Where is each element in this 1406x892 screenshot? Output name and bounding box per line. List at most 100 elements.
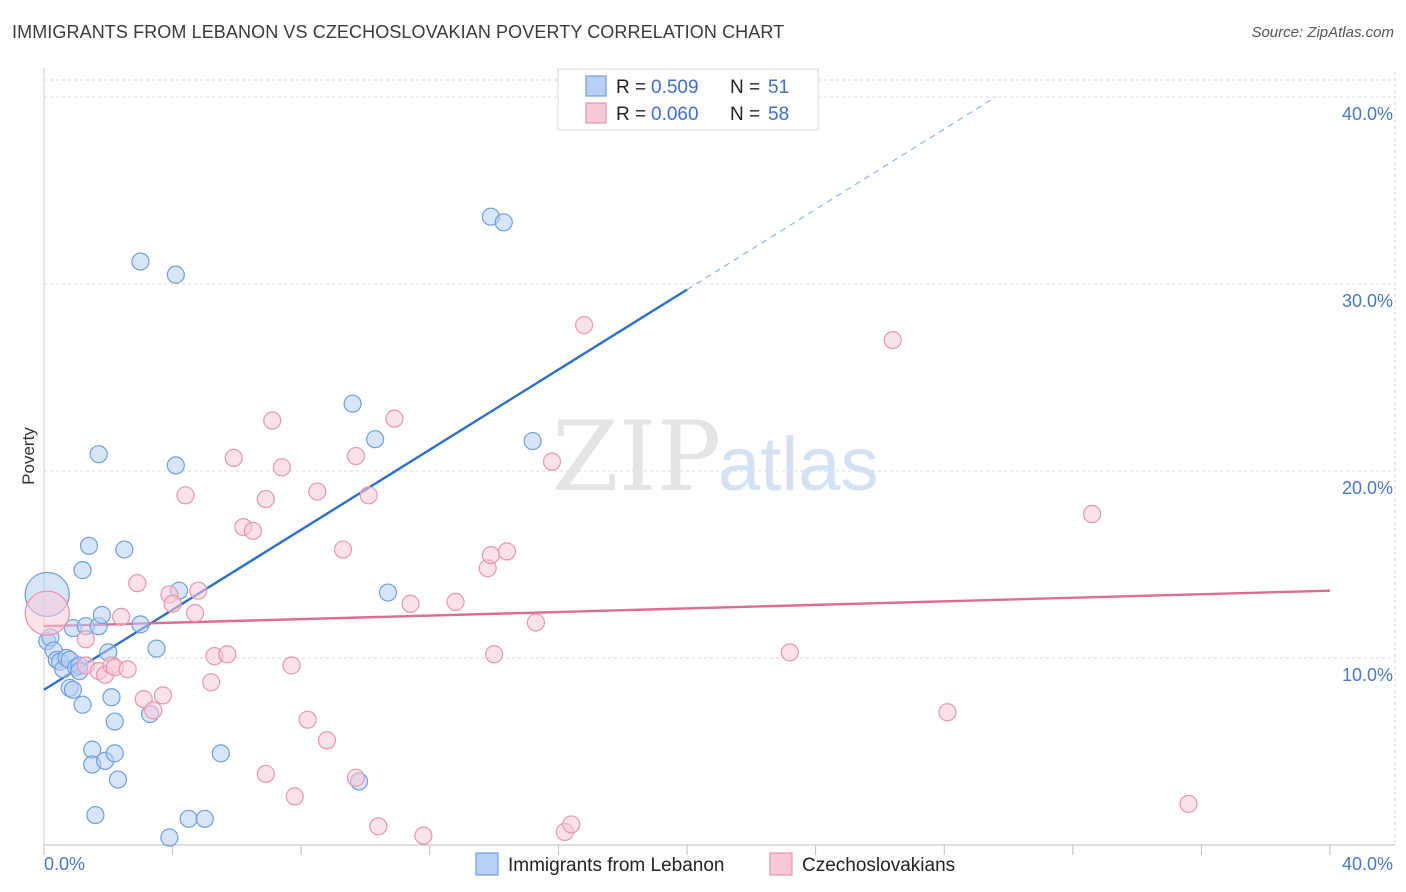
y-tick-label: 20.0% xyxy=(1342,478,1393,498)
czechoslovakian-point xyxy=(446,592,465,612)
lebanon-point xyxy=(211,744,230,763)
czechoslovakian-point xyxy=(285,787,304,806)
lebanon-point xyxy=(86,805,105,825)
czechoslovakian-point xyxy=(163,594,182,613)
lebanon-trend-extension xyxy=(686,96,996,291)
czechoslovakian-point xyxy=(883,331,902,350)
lebanon-point xyxy=(73,561,92,580)
czechoslovakian-point xyxy=(118,660,137,679)
czechoslovakian-point xyxy=(542,452,562,471)
lebanon-point xyxy=(378,583,398,602)
czechoslovakian-point xyxy=(24,590,70,636)
czechoslovakian-point xyxy=(562,815,581,834)
watermark: ZIP atlas xyxy=(552,401,879,513)
legend-r-label: R = xyxy=(616,104,646,125)
legend-swatch xyxy=(585,102,607,124)
czechoslovakian-point xyxy=(485,645,504,664)
lebanon-point xyxy=(108,770,128,789)
trend-lines xyxy=(43,96,1331,691)
czechoslovakian-point xyxy=(333,540,353,559)
czechoslovakian-point xyxy=(189,581,208,600)
czechoslovakian-point xyxy=(282,656,301,675)
lebanon-point xyxy=(147,639,166,658)
czechoslovakian-point xyxy=(153,686,173,705)
x-tick-label: 0.0% xyxy=(44,854,85,874)
legend-r-value: 0.509 xyxy=(651,77,699,98)
legend: R = 0.509 N = 51 R = 0.060 N = 58 xyxy=(557,68,819,131)
czechoslovakian-point xyxy=(218,645,237,664)
czechoslovakian-point xyxy=(256,764,275,784)
czechoslovakian-point xyxy=(317,731,337,750)
lebanon-point xyxy=(131,615,150,634)
lebanon-point xyxy=(89,445,108,464)
x-tick-label: 40.0% xyxy=(1342,854,1393,874)
axes: 10.0% 20.0% 30.0% 40.0% 0.0% 40.0% Poverty xyxy=(19,68,1395,874)
czechoslovakian-point xyxy=(359,486,378,505)
lebanon-point xyxy=(131,252,150,271)
bottom-legend-swatch xyxy=(475,852,499,876)
czechoslovakian-point xyxy=(346,768,365,787)
czechoslovakian-point xyxy=(272,458,292,477)
bottom-legend-label: Immigrants from Lebanon xyxy=(508,855,725,876)
lebanon-point xyxy=(115,540,134,559)
czechoslovakian-point xyxy=(1179,794,1198,813)
legend-swatch xyxy=(585,75,607,97)
czechoslovakian-point xyxy=(414,826,433,845)
bottom-legend-swatch xyxy=(769,852,793,876)
czechoslovakian-point xyxy=(112,607,131,626)
lebanon-point xyxy=(494,213,513,232)
czechoslovakian-point xyxy=(401,594,420,613)
data-points xyxy=(24,207,1198,847)
legend-r-value: 0.060 xyxy=(651,104,699,125)
lebanon-point xyxy=(523,431,542,451)
y-tick-label: 40.0% xyxy=(1342,104,1393,124)
czechoslovakian-point xyxy=(176,486,195,505)
watermark-zip: ZIP xyxy=(552,401,721,513)
lebanon-point xyxy=(160,828,179,847)
czechoslovakian-point xyxy=(298,710,317,729)
grid-lines xyxy=(44,72,1396,845)
lebanon-point xyxy=(105,712,124,731)
bottom-legend-label: Czechoslovakians xyxy=(802,855,955,876)
lebanon-point xyxy=(166,456,185,475)
legend-n-value: 58 xyxy=(768,104,789,125)
czechoslovakian-point xyxy=(76,630,95,649)
y-axis-label: Poverty xyxy=(19,427,38,485)
lebanon-point xyxy=(79,536,99,555)
lebanon-point xyxy=(73,695,92,714)
czechoslovakian-point xyxy=(202,673,221,692)
lebanon-point xyxy=(343,394,362,413)
lebanon-point xyxy=(92,605,111,625)
czechoslovakian-point xyxy=(575,316,594,335)
chart-title: IMMIGRANTS FROM LEBANON VS CZECHOSLOVAKI… xyxy=(12,22,785,42)
bottom-legend: Immigrants from Lebanon Czechoslovakians xyxy=(475,852,955,876)
lebanon-point xyxy=(366,430,385,449)
lebanon-point xyxy=(102,688,121,707)
czechoslovakian-point xyxy=(243,521,263,540)
czechoslovakian-point xyxy=(938,703,957,722)
czechoslovakian-point xyxy=(369,817,388,836)
chart-source: Source: ZipAtlas.com xyxy=(1251,24,1394,41)
lebanon-point xyxy=(63,680,83,699)
y-tick-label: 10.0% xyxy=(1342,665,1393,685)
czechoslovakian-point xyxy=(497,542,517,561)
legend-n-label: N = xyxy=(730,104,760,125)
legend-r-label: R = xyxy=(616,77,646,98)
czechoslovakian-point xyxy=(346,446,365,466)
czechoslovakian-point xyxy=(1082,504,1102,524)
czechoslovakian-point xyxy=(481,546,500,565)
legend-n-label: N = xyxy=(730,77,760,98)
y-tick-label: 30.0% xyxy=(1342,291,1393,311)
czechoslovakian-point xyxy=(224,448,243,468)
czechoslovakian-point xyxy=(780,643,799,662)
czechoslovakian-point xyxy=(385,409,404,428)
lebanon-point xyxy=(179,809,198,828)
czechoslovakian-trend-line xyxy=(43,589,1331,628)
lebanon-point xyxy=(195,809,214,828)
lebanon-point xyxy=(105,744,124,763)
czechoslovakian-point xyxy=(186,604,205,623)
watermark-atlas: atlas xyxy=(718,422,879,507)
lebanon-point xyxy=(166,265,185,284)
czechoslovakian-point xyxy=(308,482,327,501)
